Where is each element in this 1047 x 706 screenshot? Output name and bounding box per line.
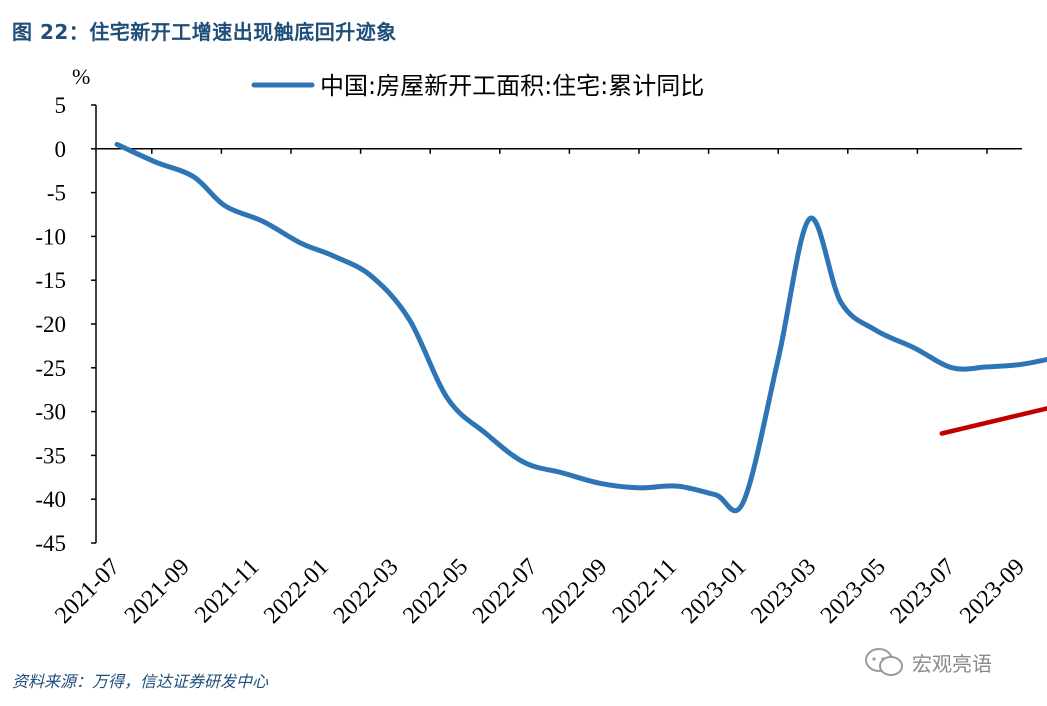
chat-bubble-icon bbox=[865, 648, 903, 676]
trend-arrow bbox=[939, 406, 1047, 436]
x-axis: 2021-072021-092021-112022-012022-032022-… bbox=[50, 148, 1030, 629]
y-tick-label: -25 bbox=[35, 356, 66, 381]
y-tick-label: -30 bbox=[35, 400, 66, 425]
y-tick-label: -35 bbox=[35, 443, 66, 468]
y-tick-label: -10 bbox=[35, 224, 66, 249]
series-line bbox=[114, 141, 1047, 514]
y-tick-label: -5 bbox=[47, 181, 66, 206]
series-group bbox=[114, 141, 1047, 514]
y-tick-label: -20 bbox=[35, 312, 66, 337]
x-tick-label: 2023-07 bbox=[885, 554, 960, 629]
x-tick-label: 2022-09 bbox=[537, 554, 612, 629]
legend: 中国:房屋新开工面积:住宅:累计同比 bbox=[251, 72, 704, 100]
y-tick-label: -15 bbox=[35, 268, 66, 293]
y-axis: 5 0 -5 -10 -15 -20 -25 -30 -35 -40 -45 bbox=[35, 93, 97, 556]
y-tick-label: 0 bbox=[55, 137, 67, 162]
x-tick-label: 2022-05 bbox=[398, 554, 473, 629]
y-tick-label: -45 bbox=[35, 531, 66, 556]
x-tick-label: 2022-01 bbox=[259, 554, 334, 629]
y-tick-label: -40 bbox=[35, 487, 66, 512]
trend-arrow-shaft bbox=[939, 406, 1047, 436]
x-tick-label: 2022-11 bbox=[608, 554, 682, 628]
x-tick-label: 2022-03 bbox=[329, 554, 404, 629]
x-tick-label: 2022-07 bbox=[468, 554, 543, 629]
x-tick-label: 2021-09 bbox=[120, 554, 195, 629]
x-tick-label: 2023-05 bbox=[816, 554, 891, 629]
y-tick-label: 5 bbox=[55, 93, 67, 118]
watermark-text: 宏观亮语 bbox=[912, 651, 992, 676]
legend-series-label: 中国:房屋新开工面积:住宅:累计同比 bbox=[320, 72, 704, 100]
figure-title: 图 22：住宅新开工增速出现触底回升迹象 bbox=[12, 20, 397, 44]
x-tick-label: 2021-11 bbox=[190, 554, 264, 628]
x-tick-label: 2021-07 bbox=[50, 554, 125, 629]
source-note: 资料来源：万得，信达证券研发中心 bbox=[12, 672, 269, 691]
x-tick-label: 2023-01 bbox=[677, 554, 752, 629]
x-tick-label: 2023-03 bbox=[746, 554, 821, 629]
x-tick-label: 2023-09 bbox=[955, 554, 1030, 629]
y-axis-unit: % bbox=[72, 64, 90, 89]
watermark: 宏观亮语 bbox=[864, 646, 992, 678]
